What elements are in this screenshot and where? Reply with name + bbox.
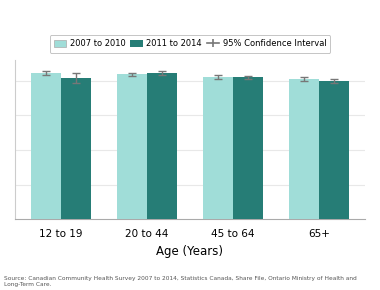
Bar: [147, 73, 177, 219]
Bar: [233, 77, 263, 219]
Bar: [117, 75, 147, 219]
Text: Source: Canadian Community Health Survey 2007 to 2014, Statistics Canada, Share : Source: Canadian Community Health Survey…: [4, 276, 356, 287]
Bar: [289, 79, 319, 219]
Bar: [203, 77, 233, 219]
X-axis label: Age (Years): Age (Years): [157, 244, 223, 258]
Legend: 2007 to 2010, 2011 to 2014, 95% Confidence Interval: 2007 to 2010, 2011 to 2014, 95% Confiden…: [49, 35, 331, 52]
Bar: [31, 73, 61, 219]
Bar: [61, 78, 91, 219]
Bar: [319, 81, 349, 219]
